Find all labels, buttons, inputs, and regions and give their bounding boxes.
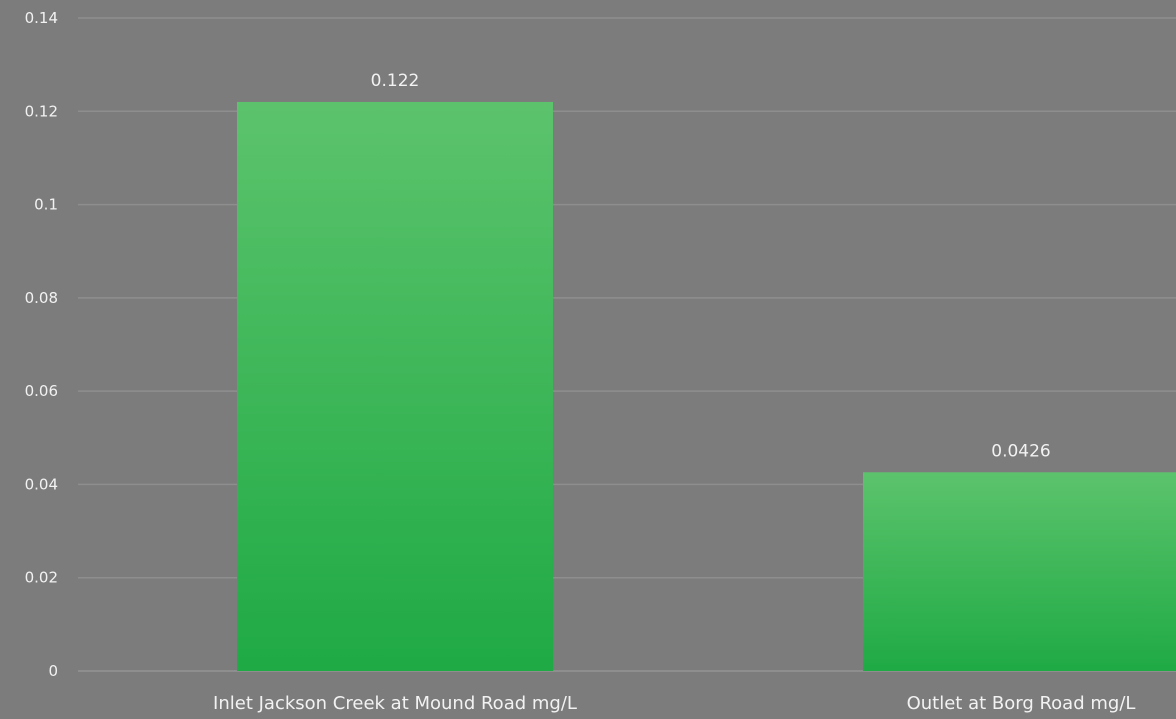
- data-label: 0.122: [371, 71, 420, 91]
- y-tick-label: 0: [48, 662, 58, 680]
- data-label: 0.0426: [991, 441, 1050, 461]
- y-axis-tick-labels: 0 0.02 0.04 0.06 0.08 0.1 0.12 0.14: [25, 9, 58, 680]
- y-tick-label: 0.12: [25, 102, 58, 120]
- category-label: Inlet Jackson Creek at Mound Road mg/L: [213, 693, 577, 714]
- y-tick-label: 0.1: [34, 196, 58, 214]
- y-tick-label: 0.04: [25, 475, 58, 493]
- y-tick-label: 0.06: [25, 382, 58, 400]
- bar: [863, 472, 1176, 671]
- y-tick-label: 0.02: [25, 569, 58, 587]
- category-labels: Inlet Jackson Creek at Mound Road mg/L Ou…: [213, 693, 1135, 714]
- y-tick-label: 0.08: [25, 289, 58, 307]
- bar: [237, 101, 553, 671]
- data-labels: 0.122 0.0426: [371, 71, 1051, 461]
- category-label: Outlet at Borg Road mg/L: [907, 693, 1136, 714]
- bars: [237, 101, 1176, 671]
- y-tick-label: 0.14: [25, 9, 58, 27]
